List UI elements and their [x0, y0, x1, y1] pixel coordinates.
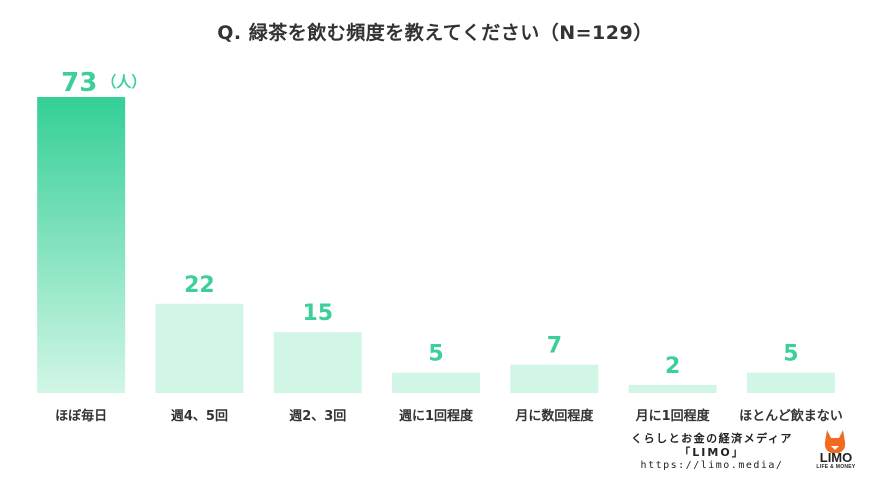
value-label-6: 2 [665, 354, 680, 379]
value-label-5: 7 [547, 334, 562, 359]
brand-name: 「LIMO」 [679, 446, 745, 459]
bar-7 [746, 372, 835, 393]
category-label-7: ほとんど飲まない [739, 408, 843, 424]
bar-2 [155, 303, 244, 393]
logo-wordmark: LIMO LIFE & MONEY [812, 450, 860, 470]
logo-subtext: LIFE & MONEY [816, 464, 856, 470]
category-label-2: 週4、5回 [171, 409, 228, 424]
category-label-3: 週2、3回 [289, 409, 346, 424]
value-label-4: 5 [428, 342, 443, 367]
value-label-7: 5 [783, 342, 798, 367]
value-label-3: 15 [302, 301, 333, 326]
unit-label: （人） [101, 73, 146, 91]
brand-url: https://limo.media/ [640, 460, 784, 471]
logo-text: LIMO [819, 450, 853, 465]
bar-5 [510, 364, 599, 393]
category-label-4: 週に1回程度 [399, 408, 474, 424]
bar-3 [273, 332, 362, 393]
category-label-6: 月に1回程度 [635, 408, 711, 424]
bar-4 [392, 372, 481, 393]
bar-6 [628, 384, 717, 393]
brand-block: くらしとお金の経済メディア 「LIMO」 https://limo.media/ [612, 432, 812, 473]
brand-tagline: くらしとお金の経済メディア [631, 432, 793, 445]
value-label-1: 73 （人） [61, 68, 146, 98]
category-label-1: ほぼ毎日 [55, 408, 107, 424]
limo-fox-logo-icon [824, 430, 846, 453]
value-label-2: 22 [184, 273, 215, 298]
category-label-5: 月に数回程度 [514, 408, 594, 424]
bar-1 [37, 97, 126, 393]
chart-title: Q. 緑茶を飲む頻度を教えてください（N=129） [217, 22, 653, 44]
